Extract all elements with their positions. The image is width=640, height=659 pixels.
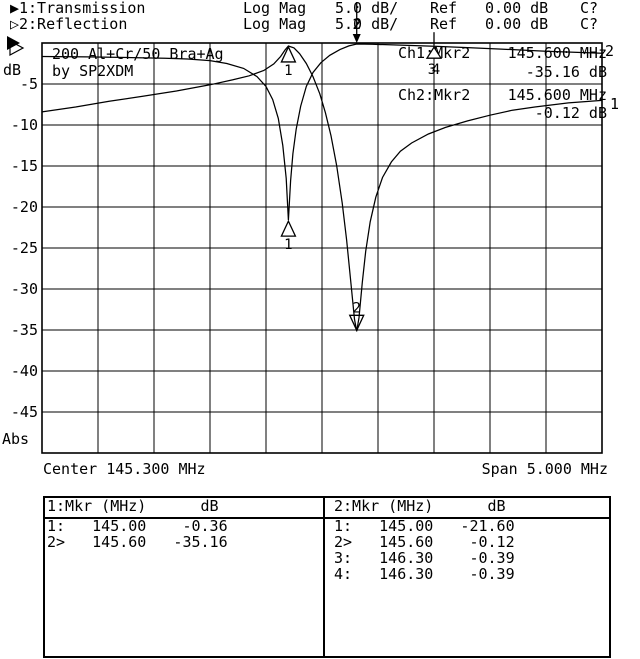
- y-tick-label: -15: [10, 157, 38, 175]
- readout-ch1-value: -35.16 dB: [525, 63, 607, 81]
- y-tick-label: -35: [10, 321, 38, 339]
- channel-2-cal-status: C?: [580, 15, 599, 33]
- grid-border: [41, 42, 603, 454]
- marker-table-row: 2> 145.60 -0.12: [334, 533, 515, 551]
- readout-ch2-value: -0.12 dB: [534, 104, 607, 122]
- channel-2-ref-value: 0.00 dB: [485, 15, 549, 33]
- channel-1-ref-label: Ref: [430, 0, 458, 17]
- channel-1-ref-value: 0.00 dB: [485, 0, 549, 17]
- marker-table-row: 3: 146.30 -0.39: [334, 549, 515, 567]
- marker-2-2-arrow-icon: [352, 33, 361, 43]
- y-tick-label: -45: [10, 403, 38, 421]
- marker-table-row: 2> 145.60 -35.16: [47, 533, 228, 551]
- channel-1-format: Log Mag: [243, 0, 307, 17]
- channel-1-label: 1:Transmission: [19, 0, 146, 17]
- channel-1-cal-status: C?: [580, 0, 599, 17]
- y-tick-label: -30: [10, 280, 38, 298]
- y-tick-label: -5: [19, 75, 38, 93]
- channel-2-format: Log Mag: [243, 15, 307, 33]
- trace-label-2: 2: [605, 42, 615, 60]
- y-tick-label: -40: [10, 362, 38, 380]
- trace-label-1: 1: [610, 95, 620, 113]
- channel-2-scale: 5.0 dB/: [335, 15, 399, 33]
- y-axis-unit: dB: [3, 61, 22, 79]
- marker-1-2-triangle-icon: [348, 314, 365, 332]
- marker-table-header-rule: [45, 517, 609, 519]
- annotation-line1: 200 Al+Cr/50 Bra+Ag: [52, 45, 224, 63]
- marker-2-3-label: 3: [428, 62, 436, 78]
- grid-lines: [42, 43, 602, 453]
- marker-table-row: 4: 146.30 -0.39: [334, 565, 515, 583]
- y-tick-label: -25: [10, 239, 38, 257]
- annotation-line2: by SP2XDM: [52, 62, 134, 80]
- span-label: Span 5.000 MHz: [481, 460, 608, 478]
- y-tick-label: -10: [10, 116, 38, 134]
- channel-2-label: 2:Reflection: [19, 15, 128, 33]
- marker-table-divider: [323, 498, 325, 656]
- channel-1-indicator-icon: ▶: [10, 0, 20, 17]
- marker-table: 1:Mkr (MHz) dB 2:Mkr (MHz) dB 1: 145.00 …: [43, 496, 611, 658]
- readout-ch2-label: Ch2:Mkr2: [398, 86, 471, 104]
- readout-ch1-label: Ch1:Mkr2: [398, 44, 471, 62]
- marker-table-1-header: 1:Mkr (MHz) dB: [47, 497, 219, 515]
- ref-arrow-ch1-icon: [7, 36, 20, 50]
- marker-1-1-triangle-icon: [280, 45, 297, 63]
- readout-ch2-freq: 145.600 MHz: [507, 86, 607, 104]
- y-axis-bottom-label: Abs: [2, 430, 30, 448]
- channel-2-indicator-icon: ▷: [10, 15, 20, 33]
- channel-2-ref-label: Ref: [430, 15, 458, 33]
- marker-1-2-label: 2: [353, 300, 361, 316]
- marker-1-1-label: 1: [284, 63, 292, 79]
- marker-2-1-triangle-icon: [280, 219, 297, 237]
- channel-1-scale: 5.0 dB/: [335, 0, 399, 17]
- y-tick-label: -20: [10, 198, 38, 216]
- marker-table-2-header: 2:Mkr (MHz) dB: [334, 497, 506, 515]
- center-frequency-label: Center 145.300 MHz: [43, 460, 206, 478]
- marker-2-1-label: 1: [284, 237, 292, 253]
- marker-2-4-label: 4: [432, 62, 440, 78]
- marker-table-row: 1: 145.00 -21.60: [334, 517, 515, 535]
- readout-ch1-freq: 145.600 MHz: [507, 44, 607, 62]
- ref-arrow-ch2-icon: [9, 39, 25, 57]
- marker-table-row: 1: 145.00 -0.36: [47, 517, 228, 535]
